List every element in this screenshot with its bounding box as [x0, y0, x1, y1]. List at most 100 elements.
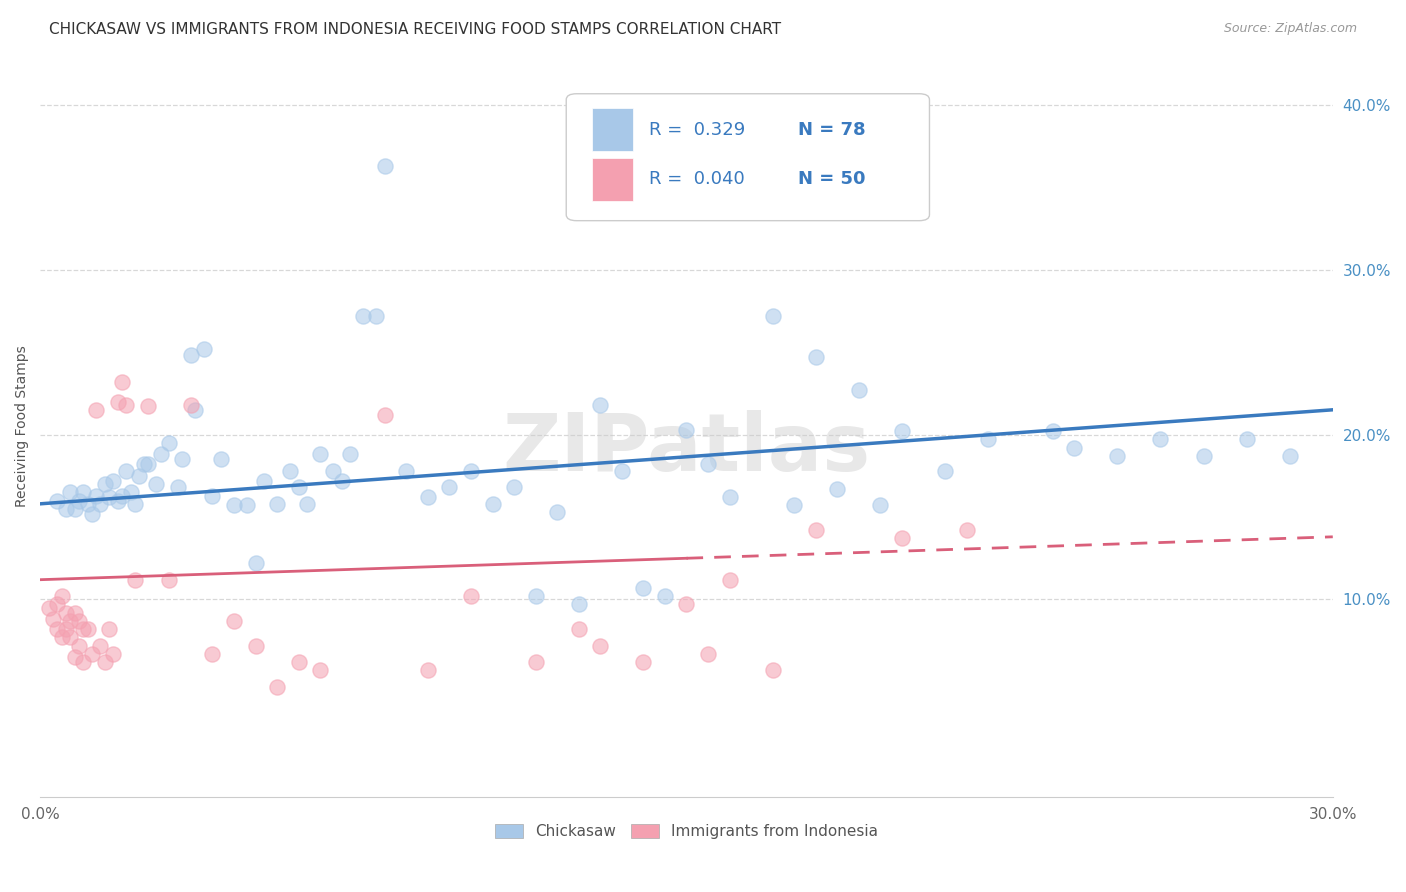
Text: N = 78: N = 78 [797, 121, 865, 139]
Point [339, 447, 361, 461]
Point [89, 639, 111, 653]
Point [697, 457, 720, 471]
Point [115, 398, 138, 412]
Point [1236, 433, 1258, 447]
Point [136, 400, 159, 414]
Point [718, 490, 741, 504]
Point [654, 589, 676, 603]
Point [98, 490, 121, 504]
Text: R =  0.329: R = 0.329 [650, 121, 745, 139]
Point [120, 485, 142, 500]
Text: ZIPatlas: ZIPatlas [502, 409, 870, 488]
Point [546, 505, 568, 519]
Point [103, 647, 125, 661]
Point [222, 614, 245, 628]
Point [804, 523, 827, 537]
Point [184, 402, 207, 417]
Legend: Chickasaw, Immigrants from Indonesia: Chickasaw, Immigrants from Indonesia [489, 818, 884, 846]
Point [245, 639, 267, 653]
Point [1107, 449, 1129, 463]
Point [266, 680, 288, 694]
Point [366, 309, 388, 323]
Point [201, 489, 224, 503]
Point [180, 398, 202, 412]
Point [42, 612, 65, 626]
Point [93, 477, 115, 491]
Point [633, 655, 655, 669]
Point [76, 497, 98, 511]
Point [209, 452, 232, 467]
Point [149, 447, 172, 461]
Point [322, 464, 344, 478]
Point [675, 598, 697, 612]
Text: CHICKASAW VS IMMIGRANTS FROM INDONESIA RECEIVING FOOD STAMPS CORRELATION CHART: CHICKASAW VS IMMIGRANTS FROM INDONESIA R… [49, 22, 782, 37]
Point [460, 589, 482, 603]
Point [201, 647, 224, 661]
Y-axis label: Receiving Food Stamps: Receiving Food Stamps [15, 345, 30, 508]
Point [481, 497, 503, 511]
Point [157, 435, 180, 450]
Point [236, 499, 259, 513]
Point [103, 474, 125, 488]
Point [374, 159, 396, 173]
Point [63, 650, 86, 665]
Point [395, 464, 418, 478]
Point [253, 474, 276, 488]
Point [46, 493, 69, 508]
Point [107, 394, 129, 409]
Point [136, 457, 159, 471]
Point [1278, 449, 1301, 463]
Point [59, 614, 82, 628]
Point [568, 598, 591, 612]
Point [80, 647, 103, 661]
Point [804, 350, 827, 364]
Point [1149, 433, 1171, 447]
Point [309, 664, 332, 678]
Point [266, 497, 288, 511]
Point [955, 523, 977, 537]
Point [977, 433, 1000, 447]
FancyBboxPatch shape [567, 94, 929, 220]
Point [460, 464, 482, 478]
Point [848, 383, 870, 397]
Point [59, 631, 82, 645]
Point [167, 480, 190, 494]
Point [222, 499, 245, 513]
Point [124, 573, 146, 587]
Point [72, 622, 94, 636]
Point [145, 477, 167, 491]
Point [783, 499, 806, 513]
Point [38, 600, 60, 615]
Point [84, 402, 107, 417]
Point [72, 655, 94, 669]
Point [157, 573, 180, 587]
Point [55, 606, 77, 620]
Point [675, 423, 697, 437]
Point [1192, 449, 1215, 463]
Point [107, 493, 129, 508]
Point [98, 622, 121, 636]
Text: R =  0.040: R = 0.040 [650, 170, 745, 188]
Point [132, 457, 155, 471]
Point [111, 375, 134, 389]
Point [330, 474, 353, 488]
Point [180, 348, 202, 362]
Point [89, 497, 111, 511]
Point [633, 581, 655, 595]
Point [84, 489, 107, 503]
Point [287, 655, 309, 669]
Point [46, 598, 69, 612]
Point [128, 468, 150, 483]
Point [59, 485, 82, 500]
Point [890, 424, 912, 438]
Point [610, 464, 633, 478]
Point [297, 497, 319, 511]
Point [124, 497, 146, 511]
Point [890, 532, 912, 546]
Point [934, 464, 956, 478]
Point [718, 573, 741, 587]
Point [55, 622, 77, 636]
Point [193, 342, 215, 356]
Point [172, 452, 194, 467]
Point [67, 639, 90, 653]
